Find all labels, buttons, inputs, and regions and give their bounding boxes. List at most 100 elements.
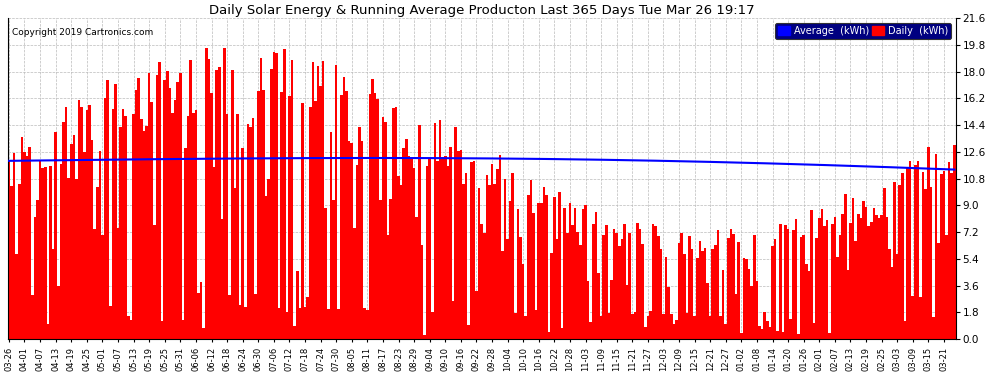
Bar: [613, 229, 616, 339]
Bar: [792, 230, 795, 339]
Bar: [330, 132, 333, 339]
Bar: [117, 228, 120, 339]
Bar: [34, 217, 37, 339]
Bar: [155, 75, 158, 339]
Bar: [571, 225, 574, 339]
Bar: [51, 249, 54, 339]
Bar: [285, 312, 288, 339]
Bar: [545, 195, 547, 339]
Bar: [826, 220, 829, 339]
Bar: [50, 166, 51, 339]
Bar: [192, 112, 195, 339]
Bar: [163, 81, 166, 339]
Bar: [125, 117, 127, 339]
Bar: [888, 249, 891, 339]
Bar: [651, 224, 654, 339]
Bar: [654, 226, 657, 339]
Bar: [317, 66, 320, 339]
Bar: [158, 62, 160, 339]
Bar: [306, 297, 309, 339]
Bar: [138, 78, 140, 339]
Bar: [363, 308, 366, 339]
Bar: [608, 313, 610, 339]
Bar: [366, 310, 368, 339]
Bar: [714, 245, 717, 339]
Bar: [514, 313, 517, 339]
Bar: [59, 164, 62, 339]
Bar: [472, 161, 475, 339]
Bar: [938, 243, 940, 339]
Bar: [859, 218, 862, 339]
Bar: [426, 166, 429, 339]
Bar: [664, 257, 667, 339]
Bar: [816, 238, 818, 339]
Bar: [392, 108, 395, 339]
Bar: [909, 161, 912, 339]
Bar: [517, 209, 520, 339]
Bar: [475, 291, 478, 339]
Bar: [600, 316, 602, 339]
Bar: [589, 322, 592, 339]
Bar: [649, 311, 651, 339]
Bar: [150, 102, 153, 339]
Bar: [384, 122, 387, 339]
Bar: [13, 153, 16, 339]
Bar: [437, 160, 439, 339]
Bar: [864, 207, 867, 339]
Bar: [742, 258, 745, 339]
Bar: [368, 94, 371, 339]
Bar: [933, 317, 935, 339]
Bar: [10, 186, 13, 339]
Bar: [202, 328, 205, 339]
Bar: [251, 118, 254, 339]
Bar: [166, 70, 168, 339]
Bar: [181, 320, 184, 339]
Bar: [579, 245, 581, 339]
Bar: [755, 281, 758, 339]
Bar: [851, 198, 854, 339]
Bar: [325, 208, 327, 339]
Bar: [304, 307, 306, 339]
Bar: [301, 102, 304, 339]
Bar: [283, 49, 285, 339]
Bar: [912, 296, 914, 339]
Bar: [550, 253, 553, 339]
Bar: [249, 127, 251, 339]
Bar: [454, 127, 457, 339]
Bar: [64, 107, 67, 339]
Bar: [644, 327, 646, 339]
Bar: [685, 313, 688, 339]
Bar: [135, 90, 138, 339]
Bar: [483, 233, 485, 339]
Bar: [947, 162, 950, 339]
Bar: [797, 334, 800, 339]
Bar: [771, 246, 774, 339]
Bar: [795, 219, 797, 339]
Bar: [725, 324, 727, 339]
Bar: [925, 189, 927, 339]
Bar: [774, 239, 776, 339]
Bar: [678, 243, 680, 339]
Bar: [109, 306, 112, 339]
Bar: [146, 126, 148, 339]
Bar: [750, 286, 753, 339]
Bar: [872, 208, 875, 339]
Bar: [706, 284, 709, 339]
Bar: [200, 282, 202, 339]
Bar: [187, 116, 189, 339]
Bar: [558, 192, 561, 339]
Bar: [21, 137, 23, 339]
Bar: [899, 185, 901, 339]
Legend: Average  (kWh), Daily  (kWh): Average (kWh), Daily (kWh): [775, 23, 950, 39]
Bar: [831, 224, 834, 339]
Bar: [555, 238, 558, 339]
Bar: [506, 239, 509, 339]
Bar: [320, 86, 322, 339]
Bar: [18, 184, 21, 339]
Bar: [464, 172, 467, 339]
Bar: [104, 99, 106, 339]
Bar: [829, 333, 831, 339]
Bar: [667, 287, 670, 339]
Bar: [347, 141, 350, 339]
Bar: [553, 197, 555, 339]
